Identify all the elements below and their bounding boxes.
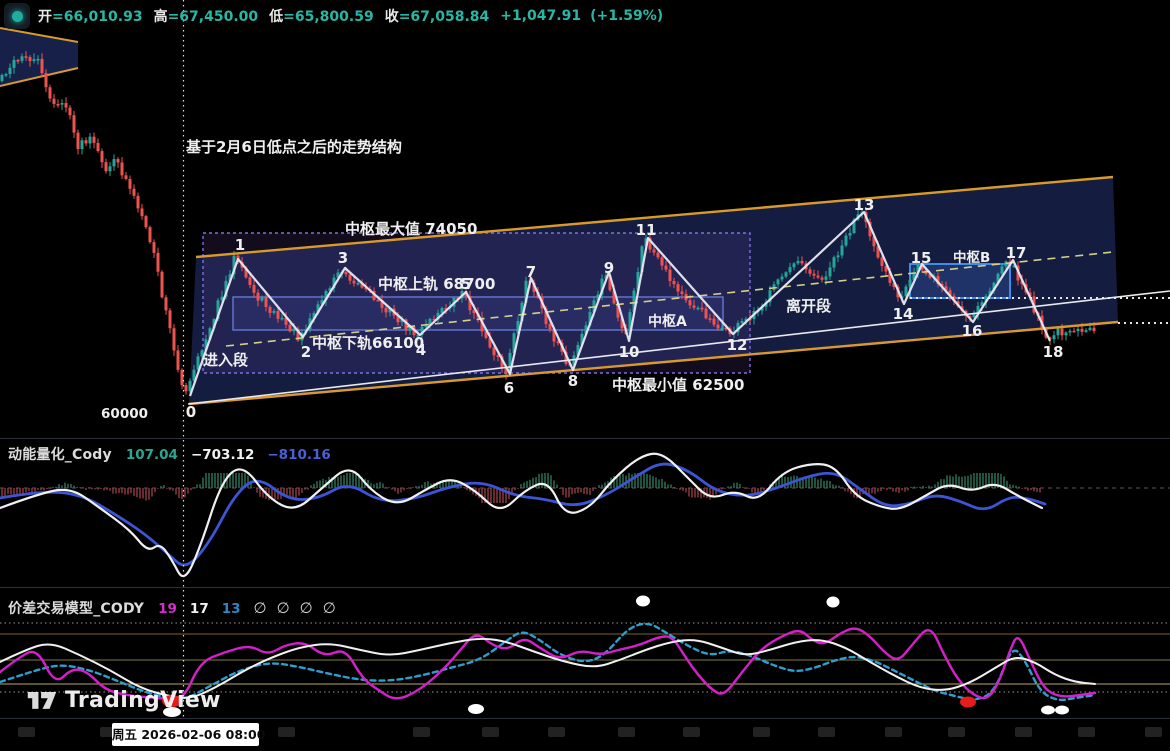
wave-label-7[interactable]: 7 [526,263,536,281]
trend-channel[interactable] [189,177,1118,404]
wave-label-10[interactable]: 10 [619,343,640,361]
signal-dot-white-4 [468,704,484,714]
corner-channel-remnant [0,27,79,87]
ohlc-high: 高=67,450.00 [153,9,259,25]
symbol-logo-icon [11,10,23,22]
ohlc-low: 低=65,800.59 [269,9,374,25]
momentum-value-1: 107.04 [125,447,178,463]
spread-panel-header: 价差交易模型_CODY 19 17 13 ∅ ∅ ∅ ∅ [8,598,346,618]
wave-label-13[interactable]: 13 [854,196,875,214]
signal-dot-white-6 [1055,705,1069,715]
signal-markers [162,595,1069,717]
wave-label-4[interactable]: 4 [416,341,426,359]
signal-dot-red-2 [960,696,976,708]
momentum-white-line [0,452,1044,578]
wave-label-15[interactable]: 15 [911,249,932,267]
ohlc-open: 开=66,010.93 [38,9,143,25]
annotation-exit-segment[interactable]: 离开段 [786,297,831,315]
wave-label-2[interactable]: 2 [301,343,311,361]
wave-label-11[interactable]: 11 [636,221,657,239]
annotation-level-min[interactable]: 中枢最小值 62500 [612,376,744,394]
tradingview-watermark[interactable]: TradingView [26,687,221,713]
ohlc-change: +1,047.91 [500,8,582,24]
wave-label-16[interactable]: 16 [962,322,983,340]
ohlc-legend: 开=66,010.93 高=67,450.00 低=65,800.59 收=67… [4,3,672,29]
momentum-value-3: −810.16 [267,447,331,463]
support-trendline[interactable] [187,290,1170,405]
signal-dot-white-5 [1041,705,1055,715]
pivot-box-b[interactable] [909,263,1011,299]
annotation-structure-note[interactable]: 基于2月6日低点之后的走势结构 [185,138,402,156]
wave-label-8[interactable]: 8 [568,372,578,390]
spread-value-3: 13 [221,601,241,617]
momentum-panel-header: 动能量化_Cody 107.04 −703.12 −810.16 [8,444,344,464]
annotation-level-lower[interactable]: 中枢下轨66100 [312,334,424,352]
annotation-entry-segment[interactable]: 进入段 [203,351,248,369]
momentum-blue-line [0,462,1047,567]
spread-null-4: ∅ [322,599,336,617]
momentum-panel-title[interactable]: 动能量化_Cody [8,447,112,463]
spread-panel-title[interactable]: 价差交易模型_CODY [8,601,145,617]
signal-dot-red-1 [162,695,182,707]
wave-label-12[interactable]: 12 [727,336,748,354]
spread-null-2: ∅ [276,599,290,617]
panel-separators [0,438,1170,719]
crosshair-date-tooltip: 周五 2026-02-06 08:00 [112,723,265,746]
annotation-y-axis-60000[interactable]: 60000 [101,406,148,422]
symbol-button[interactable] [4,3,30,29]
dashed-midline[interactable] [225,251,1114,347]
trend-channel-lines[interactable] [188,175,1119,406]
wave-label-1[interactable]: 1 [235,236,245,254]
ohlc-change-pct: (+1.59%) [590,8,664,24]
annotation-zone-b-label[interactable]: 中枢B [953,249,990,266]
annotation-level-upper[interactable]: 中枢上轨 68700 [378,275,495,293]
spread-null-1: ∅ [253,599,267,617]
spread-null-3: ∅ [299,599,313,617]
spread-ref-lines [0,622,1170,693]
ohlc-close: 收=67,058.84 [384,9,490,25]
wave-label-3[interactable]: 3 [338,249,348,267]
signal-dot-white-3 [163,707,181,717]
wave-zigzag[interactable] [188,210,1052,397]
annotation-zone-a-label[interactable]: 中枢A [648,313,687,330]
watermark-label: TradingView [65,687,221,713]
wave-label-14[interactable]: 14 [893,305,914,323]
annotation-level-max[interactable]: 中枢最大值 74050 [345,220,477,238]
wave-label-6[interactable]: 6 [504,379,514,397]
spread-magenta-line [0,627,1097,701]
tradingview-logo-icon [27,692,57,709]
wave-label-9[interactable]: 9 [604,259,614,277]
momentum-value-2: −703.12 [190,447,255,463]
wave-label-17[interactable]: 17 [1006,244,1027,262]
spread-white-line [0,637,1096,699]
wave-label-18[interactable]: 18 [1043,343,1064,361]
spread-value-1: 19 [158,601,177,617]
signal-dot-white-1 [636,595,650,607]
momentum-histogram [1,473,1041,503]
wave-label-5[interactable]: 5 [461,275,471,293]
signal-dot-white-2 [826,596,840,608]
wave-label-0[interactable]: 0 [186,403,196,421]
spread-value-2: 17 [189,601,209,617]
